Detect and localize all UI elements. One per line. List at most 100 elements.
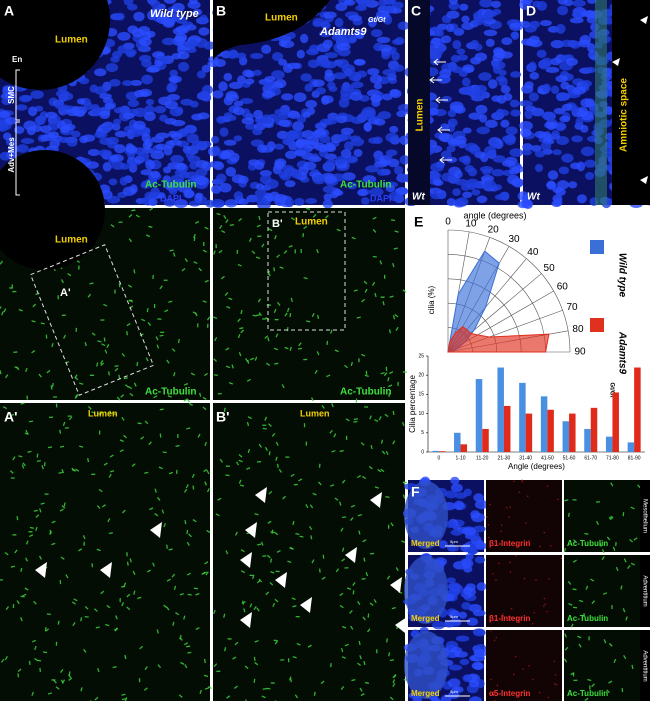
speck: [554, 683, 556, 685]
cilium: [267, 270, 271, 275]
nucleus: [572, 0, 586, 7]
cilium: [239, 484, 245, 487]
cilium: [564, 499, 569, 502]
label: Lumen: [55, 235, 88, 246]
nucleus: [455, 635, 470, 642]
cilium: [103, 303, 108, 307]
nucleus: [140, 181, 151, 189]
nucleus: [218, 81, 228, 92]
cilium: [24, 587, 29, 591]
nucleus: [290, 169, 302, 179]
arrowhead: [240, 612, 252, 628]
cilium: [360, 442, 365, 446]
cilium: [121, 353, 126, 357]
nucleus: [462, 191, 473, 199]
speck: [544, 603, 546, 606]
nucleus: [531, 107, 545, 117]
cilium: [71, 469, 77, 472]
nucleus: [148, 198, 158, 207]
nucleus: [252, 128, 263, 136]
nucleus: [528, 61, 537, 72]
speck: [487, 523, 490, 526]
angle-tick-label: 40: [527, 247, 539, 258]
cilium: [244, 665, 249, 670]
nucleus: [272, 164, 282, 175]
cilium: [126, 331, 129, 336]
cilium: [402, 289, 407, 293]
cilium: [380, 468, 385, 473]
cilium: [237, 263, 242, 267]
nucleus: [348, 71, 362, 82]
cilium: [235, 461, 240, 466]
nucleus: [498, 69, 507, 77]
nucleus: [137, 151, 150, 161]
nucleus: [441, 95, 452, 103]
speck: [543, 531, 546, 534]
speck: [509, 571, 512, 573]
nucleus: [454, 651, 468, 658]
cilium: [29, 534, 34, 538]
cilium: [213, 358, 218, 362]
cilium: [25, 540, 29, 545]
cilium: [268, 228, 273, 232]
nucleus: [164, 182, 175, 190]
nucleus: [254, 189, 267, 198]
image-bg: [564, 480, 640, 552]
nucleus: [15, 104, 28, 111]
cilium: [364, 681, 370, 684]
cilium: [191, 473, 195, 478]
label: Lumen: [415, 99, 426, 132]
nucleus: [461, 558, 474, 569]
nucleus: [18, 94, 32, 103]
speck: [555, 683, 558, 686]
nucleus: [16, 144, 29, 153]
cilium: [379, 260, 383, 265]
cilium: [291, 597, 296, 601]
cilium: [129, 558, 132, 563]
nucleus: [447, 678, 461, 688]
cilium: [51, 542, 56, 546]
nucleus: [294, 149, 307, 156]
cilium: [264, 416, 268, 421]
legend-superscript: Gt/Gt: [608, 383, 614, 398]
nucleus: [376, 36, 391, 44]
cilium: [202, 571, 207, 575]
nucleus: [210, 199, 225, 208]
speck: [502, 615, 505, 617]
cilium: [387, 377, 390, 382]
nucleus: [40, 134, 54, 142]
cilium: [290, 297, 294, 302]
cilium: [240, 309, 243, 315]
cilium: [299, 535, 304, 538]
cilium: [269, 581, 274, 586]
speck: [539, 545, 541, 548]
cilium: [202, 406, 207, 411]
nucleus: [324, 52, 338, 59]
cilium: [401, 540, 406, 543]
speck: [522, 668, 525, 670]
arrow: [433, 58, 446, 66]
nucleus: [278, 58, 288, 66]
nucleus: [295, 138, 305, 149]
cilium: [173, 585, 177, 590]
nucleus: [449, 101, 464, 111]
cilium: [106, 343, 110, 349]
arrow: [437, 126, 450, 134]
cilium: [42, 651, 48, 654]
nucleus: [305, 198, 317, 205]
nucleus: [467, 544, 477, 555]
cilium: [144, 420, 149, 425]
nucleus: [561, 153, 574, 163]
nucleus: [478, 72, 492, 81]
cilium: [156, 344, 160, 349]
cilium: [256, 314, 261, 317]
nucleus: [466, 617, 479, 626]
cilium: [166, 578, 171, 582]
nucleus: [461, 15, 470, 24]
nucleus: [446, 577, 456, 584]
cilium: [35, 526, 38, 532]
cilium: [290, 217, 295, 221]
nucleus: [94, 68, 107, 77]
nucleus: [163, 145, 173, 156]
cilium: [388, 329, 392, 334]
